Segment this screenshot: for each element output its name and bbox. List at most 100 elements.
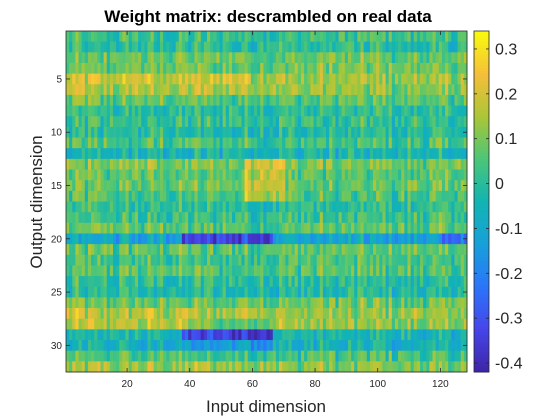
heatmap-cell bbox=[94, 212, 98, 224]
heatmap-cell bbox=[420, 308, 424, 320]
heatmap-cell bbox=[219, 73, 224, 85]
heatmap-cell bbox=[310, 148, 314, 160]
heatmap-cell bbox=[310, 233, 314, 245]
heatmap-cell bbox=[203, 276, 208, 288]
heatmap-cell bbox=[87, 212, 92, 224]
heatmap-cell bbox=[166, 286, 170, 298]
heatmap-cell bbox=[66, 350, 70, 362]
heatmap-cell bbox=[100, 137, 104, 149]
heatmap-cell bbox=[432, 254, 437, 266]
colorbar-step bbox=[474, 124, 489, 129]
heatmap-cell bbox=[376, 297, 380, 309]
heatmap-cell bbox=[109, 180, 114, 192]
heatmap-cell bbox=[369, 116, 374, 128]
heatmap-cell bbox=[413, 73, 418, 85]
colorbar-step bbox=[474, 224, 489, 228]
heatmap-cell bbox=[191, 222, 195, 234]
heatmap-cell bbox=[175, 84, 180, 96]
heatmap-cell bbox=[222, 201, 227, 213]
heatmap-cell bbox=[420, 190, 424, 202]
heatmap-cell bbox=[416, 286, 421, 298]
heatmap-cell bbox=[382, 126, 386, 138]
heatmap-cell bbox=[454, 276, 458, 288]
heatmap-cell bbox=[457, 52, 462, 64]
heatmap-cell bbox=[244, 73, 249, 85]
heatmap-cell bbox=[260, 137, 264, 149]
heatmap-cell bbox=[438, 73, 443, 85]
heatmap-cell bbox=[219, 318, 224, 330]
heatmap-cell bbox=[385, 212, 390, 224]
heatmap-cell bbox=[191, 318, 195, 330]
heatmap-cell bbox=[103, 318, 108, 330]
heatmap-cell bbox=[288, 62, 292, 75]
heatmap-cell bbox=[357, 308, 361, 320]
heatmap-cell bbox=[228, 73, 233, 85]
heatmap-cell bbox=[109, 340, 114, 352]
colorbar-step bbox=[474, 354, 489, 359]
heatmap-cell bbox=[313, 222, 318, 234]
heatmap-cell bbox=[275, 329, 280, 341]
heatmap-cell bbox=[379, 137, 383, 149]
heatmap-cell bbox=[119, 265, 123, 277]
heatmap-cell bbox=[322, 329, 327, 341]
heatmap-cell bbox=[338, 222, 343, 234]
heatmap-cell bbox=[388, 265, 393, 277]
heatmap-cell bbox=[285, 158, 289, 170]
heatmap-cell bbox=[141, 31, 145, 43]
heatmap-cell bbox=[238, 318, 242, 330]
colorbar-step bbox=[474, 136, 489, 140]
heatmap-cell bbox=[445, 222, 449, 234]
heatmap-cell bbox=[429, 52, 433, 64]
heatmap-cell bbox=[203, 169, 208, 181]
heatmap-cell bbox=[116, 126, 120, 138]
heatmap-cell bbox=[344, 180, 349, 192]
heatmap-cell bbox=[253, 212, 258, 224]
heatmap-cell bbox=[404, 233, 408, 245]
colorbar bbox=[473, 30, 490, 373]
heatmap-cell bbox=[391, 73, 396, 85]
heatmap-cell bbox=[285, 31, 289, 43]
heatmap-cell bbox=[244, 94, 249, 106]
heatmap-cell bbox=[441, 308, 446, 320]
heatmap-cell bbox=[357, 190, 361, 202]
heatmap-cell bbox=[84, 318, 89, 330]
heatmap-cell bbox=[398, 244, 402, 256]
heatmap-cell bbox=[282, 190, 286, 202]
heatmap-cell bbox=[307, 158, 311, 170]
heatmap-cell bbox=[200, 169, 205, 181]
heatmap-cell bbox=[300, 169, 305, 181]
heatmap-cell bbox=[329, 286, 333, 298]
heatmap-cell bbox=[138, 276, 142, 288]
heatmap-cell bbox=[285, 201, 289, 213]
heatmap-cell bbox=[191, 297, 195, 309]
heatmap-cell bbox=[423, 308, 427, 320]
heatmap-cell bbox=[435, 148, 440, 160]
heatmap-cell bbox=[351, 126, 355, 138]
heatmap-cell bbox=[429, 73, 433, 85]
heatmap-cell bbox=[106, 148, 111, 160]
heatmap-cell bbox=[435, 137, 440, 149]
heatmap-cell bbox=[169, 180, 173, 192]
heatmap-cell bbox=[344, 116, 349, 128]
heatmap-cell bbox=[159, 212, 164, 224]
heatmap-cell bbox=[206, 222, 211, 234]
heatmap-cell bbox=[460, 158, 465, 170]
heatmap-cell bbox=[172, 265, 177, 277]
heatmap-cell bbox=[332, 254, 336, 266]
heatmap-cell bbox=[122, 158, 126, 170]
heatmap-cell bbox=[153, 180, 158, 192]
heatmap-cell bbox=[391, 329, 396, 341]
heatmap-cell bbox=[225, 180, 230, 192]
heatmap-cell bbox=[319, 286, 324, 298]
heatmap-cell bbox=[141, 169, 145, 181]
heatmap-cell bbox=[78, 180, 83, 192]
heatmap-cell bbox=[163, 169, 167, 181]
heatmap-cell bbox=[373, 84, 377, 96]
heatmap-cell bbox=[141, 297, 145, 309]
heatmap-cell bbox=[244, 169, 249, 181]
heatmap-cell bbox=[87, 361, 92, 373]
heatmap-cell bbox=[420, 52, 424, 64]
heatmap-cell bbox=[119, 137, 123, 149]
heatmap-cell bbox=[188, 361, 192, 373]
heatmap-cell bbox=[260, 318, 264, 330]
